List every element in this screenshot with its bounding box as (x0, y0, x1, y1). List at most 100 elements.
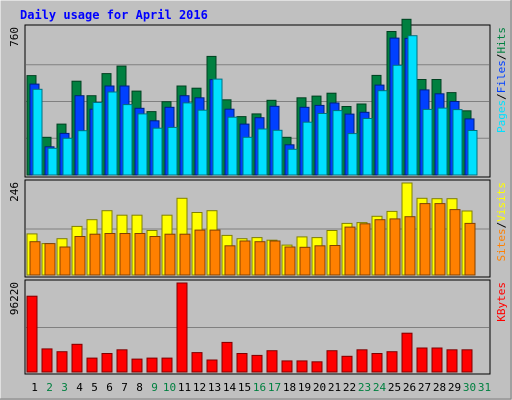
bar-sites-day-13 (209, 229, 221, 276)
legend-entry: Visits (495, 182, 508, 222)
bar-pages-day-16 (257, 128, 268, 176)
x-tick-label: 25 (388, 381, 401, 394)
bar-pages-day-17 (272, 129, 283, 176)
x-tick-label: 26 (403, 381, 416, 394)
x-tick-label: 4 (76, 381, 83, 394)
legend: KBytes (495, 282, 508, 322)
bar-sites-day-28 (434, 203, 446, 276)
bar-pages-day-29 (452, 109, 463, 176)
bar-kbytes-day-22 (341, 355, 353, 373)
bar-pages-day-11 (182, 102, 193, 176)
bar-kbytes-day-12 (191, 352, 203, 373)
bar-kbytes-day-4 (71, 343, 83, 373)
bar-pages-day-5 (92, 102, 103, 176)
series-pages (32, 35, 478, 176)
bar-kbytes-day-10 (161, 357, 173, 373)
bar-kbytes-day-6 (101, 353, 113, 373)
bar-sites-day-11 (179, 233, 191, 276)
y-max-label: 760 (8, 27, 21, 47)
y-max-label: 246 (8, 182, 21, 202)
bar-sites-day-16 (254, 241, 266, 276)
bar-sites-day-20 (314, 245, 326, 276)
bar-sites-day-8 (134, 233, 146, 276)
legend-entry: Hits (495, 27, 508, 54)
legend-separator: / (495, 93, 508, 100)
x-tick-label: 30 (463, 381, 476, 394)
x-tick-label: 9 (151, 381, 158, 394)
panel-sites_visits: 246 Sites/Visits (8, 179, 508, 278)
x-tick-label: 14 (223, 381, 237, 394)
bar-pages-day-2 (47, 147, 58, 176)
series-kbytes (26, 282, 473, 373)
legend-separator: / (495, 54, 508, 61)
legend-entry: Pages (495, 100, 508, 133)
legend: Pages/Files/Hits (495, 27, 508, 133)
bar-kbytes-day-17 (266, 350, 278, 373)
bar-kbytes-day-15 (236, 353, 248, 373)
bar-sites-day-23 (359, 223, 371, 276)
y-max-label: 96220 (8, 282, 21, 315)
x-tick-label: 12 (193, 381, 206, 394)
x-tick-label: 10 (163, 381, 176, 394)
bar-pages-day-19 (302, 121, 313, 176)
bar-sites-day-12 (194, 229, 206, 276)
bar-kbytes-day-5 (86, 357, 98, 373)
bar-pages-day-6 (107, 91, 118, 176)
x-tick-label: 31 (478, 381, 491, 394)
bar-pages-day-21 (332, 110, 343, 176)
bar-kbytes-day-8 (131, 358, 143, 373)
legend-entry: KBytes (495, 282, 508, 322)
legend-entry: Sites (495, 228, 508, 261)
x-tick-label: 22 (343, 381, 356, 394)
bar-sites-day-4 (74, 236, 86, 276)
x-tick-label: 19 (298, 381, 311, 394)
bar-pages-day-9 (152, 127, 163, 176)
bar-kbytes-day-7 (116, 349, 128, 373)
bar-kbytes-day-23 (356, 349, 368, 373)
bar-pages-day-28 (437, 107, 448, 176)
x-tick-label: 20 (313, 381, 326, 394)
legend: Sites/Visits (495, 182, 508, 262)
bar-pages-day-1 (32, 88, 43, 176)
bar-sites-day-19 (299, 246, 311, 276)
chart-title: Daily usage for April 2016 (20, 8, 208, 22)
bar-sites-day-6 (104, 233, 116, 276)
bar-pages-day-10 (167, 126, 178, 176)
bar-kbytes-day-18 (281, 360, 293, 373)
legend-entry: Files (495, 60, 508, 93)
bar-sites-day-7 (119, 233, 131, 276)
bar-sites-day-17 (269, 240, 281, 276)
bar-pages-day-22 (347, 133, 358, 176)
bar-kbytes-day-13 (206, 359, 218, 373)
x-tick-label: 23 (358, 381, 371, 394)
x-tick-label: 28 (433, 381, 446, 394)
bar-sites-day-22 (344, 226, 356, 276)
bar-pages-day-14 (227, 116, 238, 176)
bar-pages-day-13 (212, 78, 223, 176)
x-tick-label: 16 (253, 381, 266, 394)
x-tick-label: 21 (328, 381, 341, 394)
panel-kbytes: 96220 KBytes (8, 279, 508, 375)
x-tick-label: 17 (268, 381, 281, 394)
bar-sites-day-21 (329, 245, 341, 276)
x-tick-label: 5 (91, 381, 98, 394)
bar-pages-day-7 (122, 104, 133, 176)
bar-pages-day-30 (467, 130, 478, 176)
x-tick-label: 27 (418, 381, 431, 394)
x-tick-label: 15 (238, 381, 251, 394)
bar-kbytes-day-30 (461, 349, 473, 373)
bar-pages-day-15 (242, 136, 253, 176)
bar-sites-day-25 (389, 218, 401, 276)
bar-pages-day-3 (62, 137, 73, 176)
bar-sites-day-15 (239, 240, 251, 276)
bar-kbytes-day-27 (416, 347, 428, 373)
bar-pages-day-4 (77, 130, 88, 176)
x-tick-label: 29 (448, 381, 461, 394)
bar-pages-day-20 (317, 113, 328, 176)
bar-kbytes-day-26 (401, 332, 413, 373)
bar-kbytes-day-16 (251, 354, 263, 373)
bar-kbytes-day-1 (26, 295, 38, 373)
legend-separator: / (495, 222, 508, 229)
series-sites (29, 203, 476, 276)
